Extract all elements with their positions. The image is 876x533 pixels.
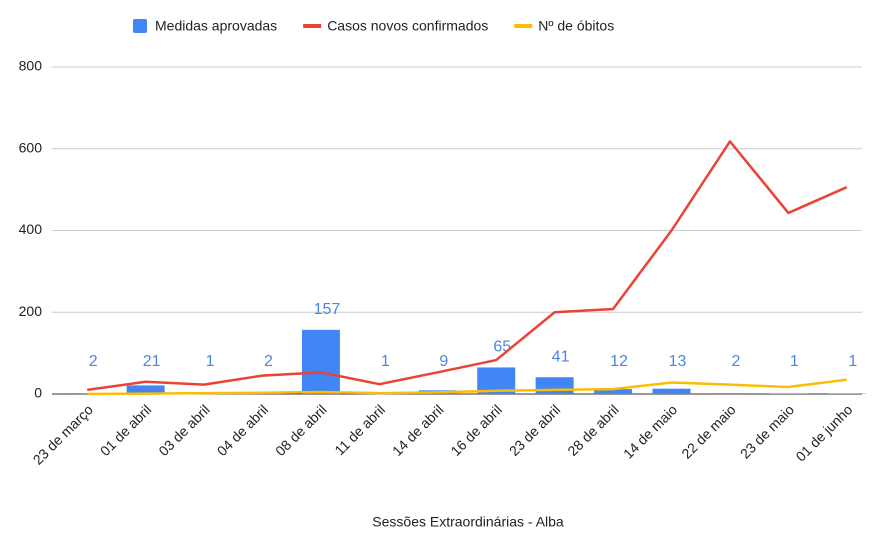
y-tick-label: 0	[34, 385, 42, 401]
data-label: 1	[848, 353, 857, 370]
data-label: 41	[552, 348, 570, 365]
bar	[301, 329, 340, 394]
data-label: 9	[439, 353, 448, 370]
x-axis-title: Sessões Extraordinárias - Alba	[372, 514, 564, 530]
x-tick-label: 23 de maio	[737, 401, 797, 461]
data-label: 21	[143, 353, 161, 370]
data-label: 1	[381, 353, 390, 370]
bar	[710, 393, 749, 394]
data-label: 65	[493, 339, 511, 356]
y-tick-label: 400	[19, 221, 43, 237]
x-tick-label: 11 de abril	[331, 401, 388, 458]
y-tick-label: 800	[19, 58, 43, 74]
x-tick-label: 04 de abril	[214, 401, 272, 459]
bar	[535, 377, 574, 394]
x-tick-label: 14 de abril	[389, 401, 447, 459]
line	[87, 140, 848, 392]
x-tick-label: 16 de abril	[447, 401, 505, 459]
y-tick-label: 600	[19, 139, 43, 155]
x-tick-label: 01 de abril	[97, 401, 155, 459]
bar	[594, 389, 633, 394]
x-tick-label: 01 de junho	[792, 401, 855, 464]
x-tick-label: 28 de abril	[564, 401, 622, 459]
x-tick-label: 23 de abril	[506, 401, 564, 459]
line	[87, 378, 847, 396]
bar	[652, 388, 691, 394]
data-label: 12	[610, 353, 628, 370]
data-label: 1	[206, 353, 215, 370]
data-label: 2	[264, 353, 273, 370]
data-label: 13	[669, 353, 687, 370]
legend-swatch	[133, 19, 147, 33]
bar	[126, 385, 165, 394]
legend-label: Casos novos confirmados	[327, 18, 488, 34]
data-label: 1	[790, 353, 799, 370]
legend-swatch	[514, 24, 533, 28]
legend-label: Nº de óbitos	[538, 18, 614, 34]
x-tick-label: 23 de março	[30, 401, 96, 467]
data-label: 2	[89, 353, 98, 370]
y-tick-label: 200	[19, 303, 43, 319]
x-tick-label: 14 de maio	[620, 401, 680, 461]
x-tick-label: 22 de maio	[678, 401, 738, 461]
data-label: 2	[731, 353, 740, 370]
data-label: 157	[314, 301, 341, 318]
legend-swatch	[303, 24, 322, 28]
legend-label: Medidas aprovadas	[155, 18, 277, 34]
x-tick-label: 08 de abril	[272, 401, 330, 459]
x-tick-label: 03 de abril	[155, 401, 213, 459]
